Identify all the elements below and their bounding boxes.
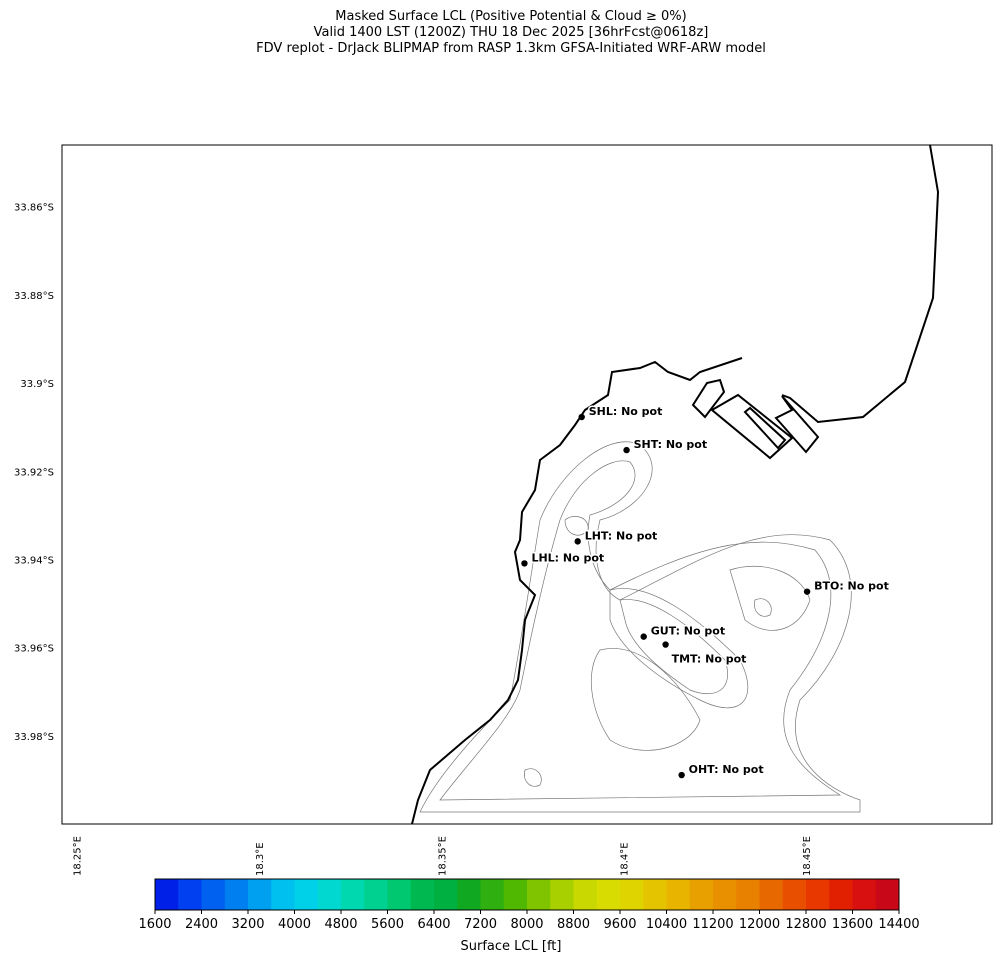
colorbar-label: Surface LCL [ft] [461, 939, 562, 954]
station-dot [803, 588, 811, 595]
colorbar-tick-label: 2400 [185, 917, 218, 932]
colorbar-segment [480, 879, 505, 910]
colorbar-segment [224, 879, 249, 910]
colorbar-segment [759, 879, 784, 910]
colorbar-segment [689, 879, 714, 910]
station-dot [662, 641, 669, 648]
colorbar-segment [620, 879, 644, 910]
colorbar-segment [271, 879, 295, 910]
colorbar-tick-label: 12000 [739, 917, 780, 932]
colorbar-tick-label: 8800 [557, 917, 590, 932]
station-dot [521, 560, 528, 567]
colorbar-segment [852, 879, 877, 910]
colorbar-segment [410, 879, 435, 910]
colorbar-tick-label: 4800 [324, 917, 357, 932]
station-label: OHT: No pot [689, 763, 764, 776]
colorbar-segment [806, 879, 830, 910]
colorbar-segment [573, 879, 598, 910]
colorbar-tick-label: 8000 [510, 917, 543, 932]
station-dot [574, 538, 581, 545]
colorbar-tick-label: 5600 [371, 917, 404, 932]
colorbar-segment [248, 879, 272, 910]
colorbar-segment [201, 879, 226, 910]
station-dot [678, 771, 685, 779]
colorbar-segment [596, 879, 621, 910]
station-dot [623, 446, 630, 454]
colorbar-segment [155, 879, 179, 910]
colorbar-tick-label: 14400 [878, 917, 919, 932]
colorbar-tick-label: 4000 [278, 917, 311, 932]
station-label: SHL: No pot [589, 405, 663, 418]
station-label: GUT: No pot [651, 625, 725, 638]
colorbar-tick-label: 11200 [692, 917, 733, 932]
colorbar-segment [341, 879, 365, 910]
colorbar-segment [503, 879, 528, 910]
lat-tick-label: 33.92°S [14, 467, 54, 478]
colorbar-tick-label: 3200 [231, 917, 264, 932]
colorbar-segment [457, 879, 481, 910]
colorbar-segment [829, 879, 853, 910]
colorbar-tick-label: 10400 [646, 917, 687, 932]
colorbar-segment [178, 879, 202, 910]
colorbar-segment [782, 879, 807, 910]
lat-tick-label: 33.96°S [14, 644, 54, 655]
map-frame [61, 144, 993, 825]
station-dot [640, 633, 647, 640]
title-line: Valid 1400 LST (1200Z) THU 18 Dec 2025 [… [314, 25, 709, 40]
lon-tick-label: 18.45°E [802, 836, 813, 876]
colorbar-segment [364, 879, 388, 910]
lat-tick-label: 33.86°S [14, 203, 54, 214]
colorbar-tick-label: 13600 [832, 917, 873, 932]
station-label: SHT: No pot [634, 438, 708, 451]
station-label: BTO: No pot [814, 580, 889, 593]
colorbar-segment [713, 879, 737, 910]
lon-tick-label: 18.35°E [437, 836, 448, 876]
lat-tick-label: 33.9°S [20, 379, 54, 390]
lon-tick-label: 18.3°E [255, 842, 266, 876]
title-line: FDV replot - DrJack BLIPMAP from RASP 1.… [256, 41, 766, 56]
colorbar-segment [875, 879, 900, 910]
lat-tick-label: 33.94°S [14, 555, 54, 566]
colorbar-tick-label: 12800 [785, 917, 826, 932]
colorbar-segment [666, 879, 691, 910]
lon-tick-label: 18.25°E [73, 836, 84, 876]
colorbar-segment [736, 879, 760, 910]
colorbar-tick-label: 9600 [603, 917, 636, 932]
lat-tick-label: 33.88°S [14, 291, 54, 302]
colorbar-segment [550, 879, 574, 910]
colorbar-segment [294, 879, 319, 910]
colorbar-tick-label: 7200 [464, 917, 497, 932]
colorbar-segment [387, 879, 412, 910]
colorbar-segment [317, 879, 342, 910]
lon-tick-label: 18.4°E [620, 842, 631, 876]
colorbar-segment [527, 879, 551, 910]
title-line: Masked Surface LCL (Positive Potential &… [335, 9, 686, 24]
station-label: LHT: No pot [585, 529, 658, 542]
lat-tick-label: 33.98°S [14, 732, 54, 743]
station-dot [578, 413, 585, 421]
station-label: LHL: No pot [531, 551, 604, 564]
colorbar-segment [434, 879, 458, 910]
coastline [411, 144, 940, 825]
colorbar-segment [643, 879, 667, 910]
colorbar-tick-label: 6400 [417, 917, 450, 932]
station-label: TMT: No pot [672, 653, 747, 666]
colorbar-tick-label: 1600 [138, 917, 171, 932]
